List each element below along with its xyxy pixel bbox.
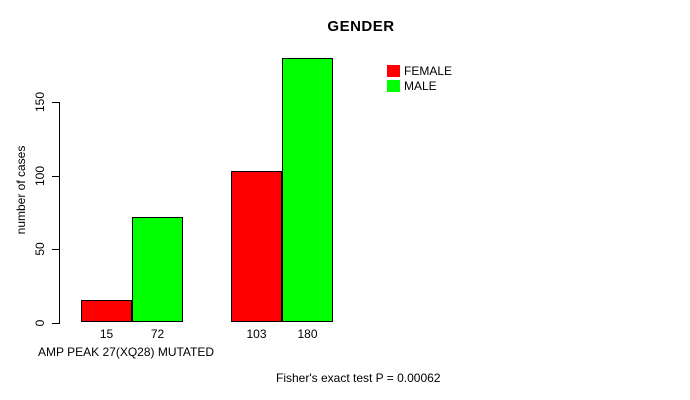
bar-female-group1 [81,300,132,323]
legend-item-male: MALE [387,78,452,93]
legend-label: FEMALE [404,63,453,78]
bar-male-group2 [282,57,333,323]
bar-value-label: 103 [246,327,267,341]
legend-swatch-female [387,64,400,77]
y-axis-line [59,102,60,324]
legend-swatch-male [387,79,400,92]
stat-annotation: Fisher's exact test P = 0.00062 [276,371,441,385]
bar-value-label: 72 [150,327,165,341]
x-axis-label: AMP PEAK 27(XQ28) MUTATED [38,345,215,359]
y-axis-tick [52,322,59,324]
y-axis-tick-label: 150 [33,91,47,113]
y-axis-tick-label: 0 [33,319,47,326]
bar-value-label: 180 [297,327,318,341]
bar-value-label: 15 [99,327,114,341]
y-axis-tick [52,102,59,103]
y-axis-label: number of cases [14,145,28,235]
chart-title: GENDER [327,18,395,35]
legend-label: MALE [404,78,437,93]
y-axis-tick [52,175,59,177]
y-axis-tick [52,249,59,250]
legend-item-female: FEMALE [387,63,452,78]
y-axis-tick-label: 50 [33,242,47,256]
bar-male-group1 [132,216,183,323]
legend: FEMALE MALE [387,63,452,93]
y-axis-tick-label: 100 [33,165,47,186]
bar-female-group2 [231,171,282,323]
